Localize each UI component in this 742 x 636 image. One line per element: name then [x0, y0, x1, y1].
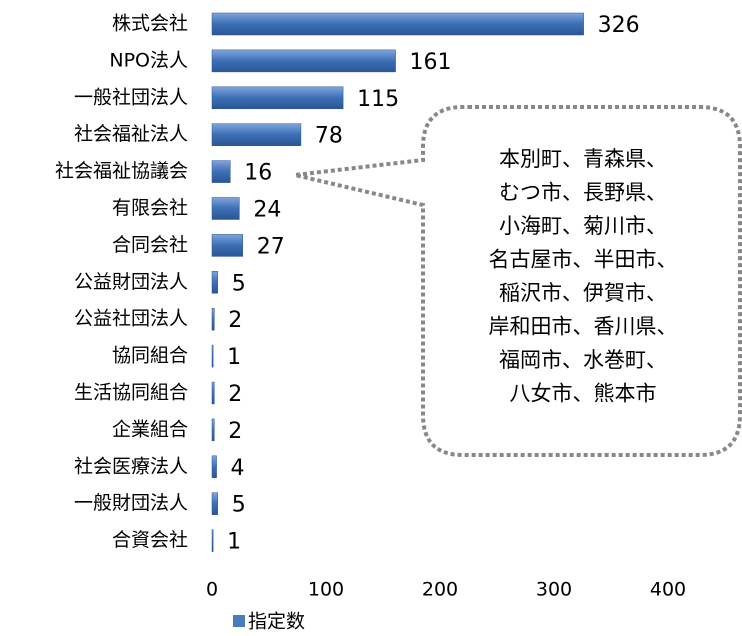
- data-label: 5: [232, 271, 246, 296]
- bar: [211, 86, 344, 110]
- bar: [211, 49, 396, 73]
- annotation: むつ市、長野県、: [499, 181, 667, 205]
- data-label: 326: [598, 13, 640, 38]
- bar: [211, 418, 215, 442]
- y-tick-label: 社会福祉法人: [74, 123, 188, 145]
- annotation: 稲沢市、伊賀市、: [499, 281, 667, 305]
- bar: [211, 234, 244, 257]
- bar: [211, 381, 215, 405]
- data-label: 5: [232, 493, 246, 518]
- y-tick-label: 協同組合: [112, 345, 188, 367]
- annotation: 岸和田市、香川県、: [489, 315, 678, 339]
- bar: [211, 455, 217, 479]
- legend-label: 指定数: [248, 611, 305, 633]
- data-label: 1: [227, 345, 241, 370]
- y-tick-label: 公益財団法人: [74, 271, 188, 293]
- y-tick-label: 合同会社: [112, 234, 188, 256]
- y-tick-label: 企業組合: [112, 418, 188, 440]
- bar: [211, 271, 218, 294]
- data-label: 2: [228, 308, 242, 333]
- x-tick-label: 300: [536, 579, 572, 601]
- data-label: 115: [357, 87, 399, 112]
- data-label: 4: [231, 456, 245, 481]
- y-tick-label: NPO法人: [109, 49, 188, 71]
- bar: [211, 492, 218, 515]
- bar: [211, 123, 302, 146]
- annotation: 名古屋市、半田市、: [489, 248, 678, 272]
- x-tick-label: 200: [422, 579, 458, 601]
- bar: [211, 160, 231, 183]
- y-tick-label: 有限会社: [112, 197, 188, 219]
- data-label: 78: [315, 124, 343, 149]
- y-tick-label: 社会医療法人: [74, 455, 188, 477]
- data-label: 27: [257, 234, 285, 259]
- y-tick-label: 株式会社: [112, 13, 188, 35]
- y-tick-label: 一般財団法人: [74, 492, 188, 514]
- bar: [211, 344, 214, 368]
- data-label: 1: [227, 530, 241, 555]
- x-tick-label: 400: [650, 579, 686, 601]
- y-tick-label: 合資会社: [112, 529, 188, 551]
- y-tick-label: 生活協同組合: [74, 382, 188, 404]
- bar: [211, 12, 584, 36]
- x-tick-label: 0: [206, 579, 218, 601]
- annotation: 小海町、菊川市、: [499, 214, 667, 238]
- x-tick-label: 100: [308, 579, 344, 601]
- data-label: 2: [228, 419, 242, 444]
- data-label: 161: [410, 50, 452, 75]
- annotation: 福岡市、水巻町、: [499, 348, 667, 372]
- bar: [211, 197, 240, 220]
- data-label: 24: [253, 198, 281, 223]
- y-tick-label: 公益社団法人: [74, 308, 188, 330]
- y-tick-label: 一般社団法人: [74, 86, 188, 108]
- data-label: 16: [244, 161, 272, 186]
- callout: [294, 105, 742, 457]
- legend-swatch: [233, 615, 245, 627]
- annotation: 本別町、青森県、: [499, 147, 667, 171]
- bar: [211, 307, 215, 331]
- bar: [211, 529, 214, 552]
- y-tick-label: 社会福祉協議会: [55, 160, 188, 182]
- data-label: 2: [228, 382, 242, 407]
- annotation: 八女市、熊本市: [510, 382, 657, 406]
